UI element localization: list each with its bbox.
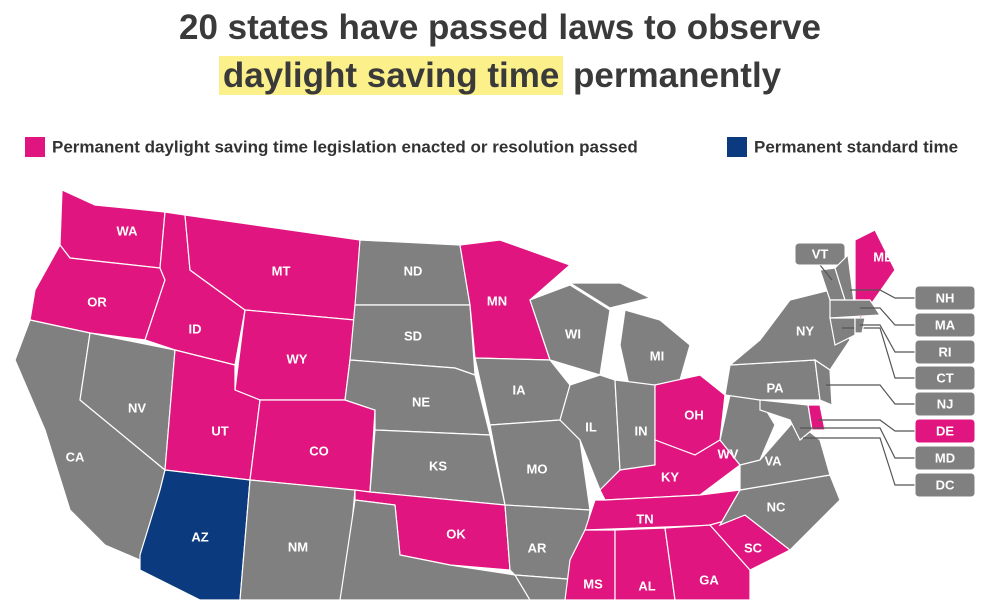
state	[814, 358, 833, 406]
legend-swatch	[25, 137, 45, 157]
state-label: SD	[404, 328, 422, 343]
callout-box	[914, 445, 976, 471]
callout-box	[794, 242, 846, 266]
state-label: AL	[638, 578, 655, 593]
title-line: 20 states have passed laws to observe	[179, 8, 821, 47]
callout-label: NJ	[937, 396, 954, 411]
state-label: AR	[528, 540, 547, 555]
callout-box	[914, 312, 976, 338]
callout-line	[800, 427, 915, 459]
state-label: UT	[211, 423, 228, 438]
state-label: OR	[87, 294, 107, 309]
state-label: KY	[661, 469, 679, 484]
state	[829, 317, 856, 346]
state-label: NC	[767, 499, 786, 514]
state-label: WY	[287, 351, 308, 366]
callout-box	[914, 285, 976, 311]
callout-line	[803, 437, 915, 486]
state	[249, 399, 376, 493]
state	[664, 524, 751, 600]
state-label: ME	[873, 249, 893, 264]
callout-label: NH	[936, 290, 955, 305]
callout-line	[850, 289, 915, 299]
state-label: IA	[513, 382, 527, 397]
state	[829, 299, 882, 319]
state-label: ND	[404, 263, 423, 278]
state-label: ID	[189, 321, 202, 336]
state-label: MO	[527, 461, 548, 476]
callout-line	[818, 419, 915, 432]
state	[564, 529, 616, 600]
callout-box	[914, 365, 976, 391]
state-label: GA	[699, 572, 719, 587]
callout-line	[860, 307, 915, 326]
callout-box	[914, 472, 976, 498]
callout-box	[914, 339, 976, 365]
state-label: NE	[412, 394, 430, 409]
state-label: IN	[635, 423, 648, 438]
state	[614, 527, 676, 600]
state	[759, 399, 813, 441]
state	[59, 189, 166, 269]
state-label: SC	[744, 540, 763, 555]
callout-label: DC	[936, 477, 955, 492]
state-label: VA	[764, 453, 782, 468]
state-label: MI	[650, 348, 664, 363]
state-label: WV	[718, 446, 739, 461]
callout-line	[826, 384, 915, 405]
state-label: MN	[487, 293, 507, 308]
callout-label: MD	[935, 450, 955, 465]
state-label: OH	[684, 407, 704, 422]
legend-label: Permanent daylight saving time legislati…	[52, 137, 638, 156]
state-label: NY	[796, 323, 814, 338]
title-highlight: daylight saving time	[218, 56, 564, 95]
state-label: NV	[128, 400, 146, 415]
state-label: WA	[117, 223, 139, 238]
title-line: daylight saving time permanently	[0, 56, 1000, 96]
legend-label: Permanent standard time	[754, 137, 958, 156]
callout-label: DE	[936, 423, 954, 438]
state-label: TN	[636, 511, 653, 526]
state	[239, 479, 356, 600]
state-label: WI	[565, 326, 581, 341]
state-label: IL	[585, 419, 597, 434]
state-label: MT	[272, 263, 291, 278]
state-label: OK	[446, 526, 466, 541]
callout-line	[860, 324, 915, 353]
state-label: KS	[429, 458, 447, 473]
callout-box	[914, 391, 976, 417]
state	[489, 419, 591, 511]
state-label: CO	[309, 443, 329, 458]
callout-label: RI	[939, 344, 952, 359]
state-label: MS	[583, 576, 603, 591]
callout-label: VT	[812, 246, 829, 261]
legend-swatch	[727, 137, 747, 157]
callout-box	[914, 418, 976, 444]
title-rest: permanently	[573, 56, 782, 95]
state-label: PA	[766, 380, 784, 395]
callout-label: CT	[936, 370, 953, 385]
state-label: CA	[66, 449, 85, 464]
callout-label: MA	[935, 317, 956, 332]
state-label: NM	[288, 539, 308, 554]
callout-line	[819, 264, 833, 281]
state-label: AZ	[191, 529, 208, 544]
